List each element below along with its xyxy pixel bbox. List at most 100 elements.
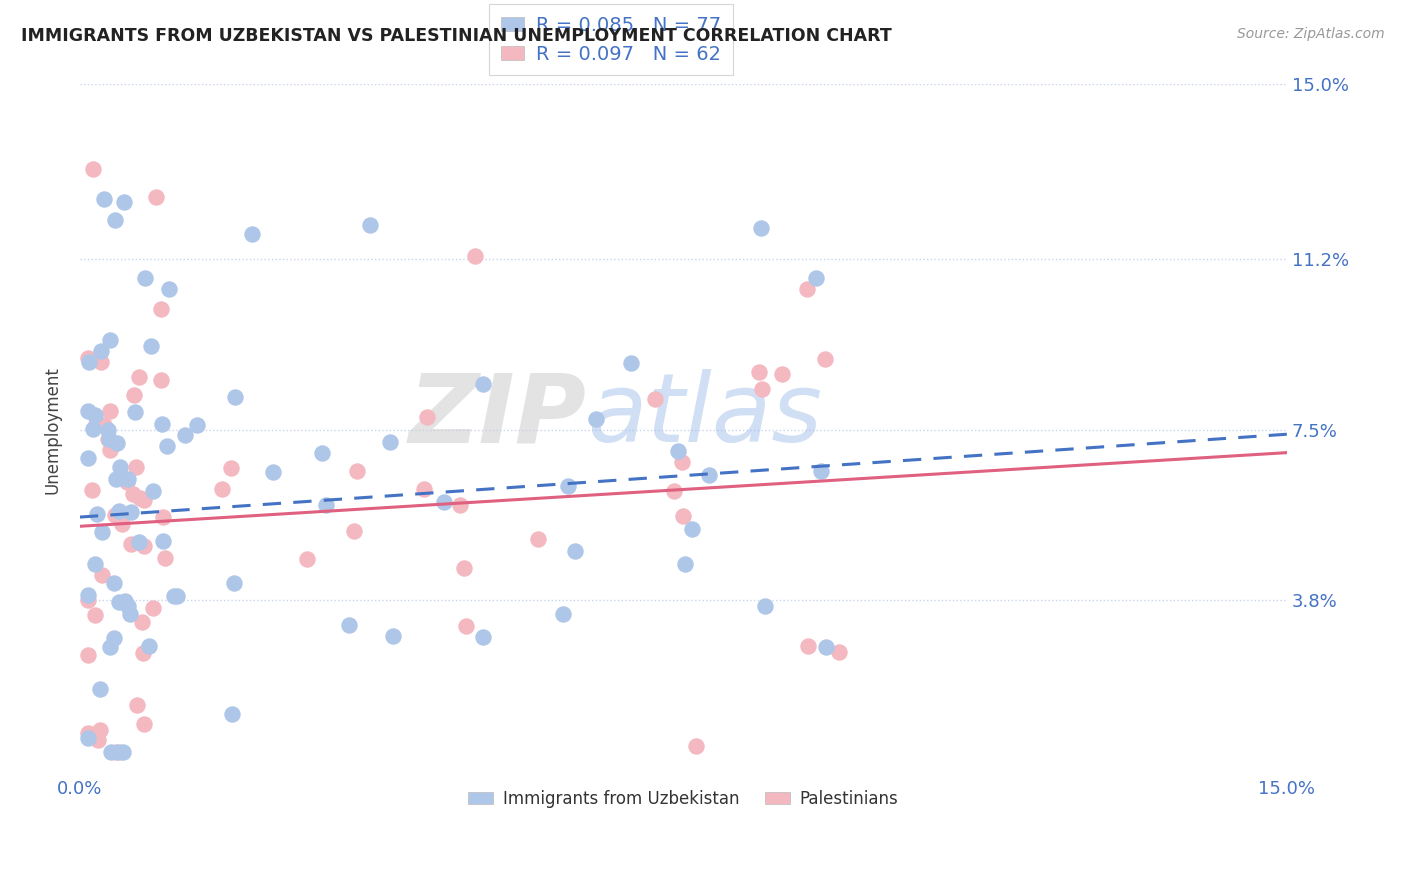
Point xyxy=(453,561,475,575)
Point xyxy=(131,615,153,630)
Point xyxy=(186,418,208,433)
Point xyxy=(111,470,134,484)
Point xyxy=(82,161,104,176)
Point xyxy=(346,463,368,477)
Point xyxy=(98,442,121,457)
Point xyxy=(97,423,120,437)
Point xyxy=(77,351,100,365)
Point xyxy=(117,599,139,613)
Point xyxy=(105,435,128,450)
Point xyxy=(112,745,135,759)
Point xyxy=(100,745,122,759)
Point xyxy=(464,249,486,263)
Point xyxy=(87,733,110,747)
Point xyxy=(173,428,195,442)
Point xyxy=(149,373,172,387)
Point xyxy=(342,524,364,538)
Point xyxy=(378,434,401,449)
Point xyxy=(381,629,404,643)
Text: atlas: atlas xyxy=(586,369,821,462)
Point xyxy=(134,271,156,285)
Point xyxy=(315,499,337,513)
Point xyxy=(828,645,851,659)
Point xyxy=(751,382,773,396)
Point xyxy=(748,365,770,379)
Point xyxy=(337,617,360,632)
Point xyxy=(100,404,122,418)
Point xyxy=(80,483,103,498)
Point xyxy=(751,221,773,235)
Point xyxy=(111,516,134,531)
Point xyxy=(672,508,695,523)
Point xyxy=(117,472,139,486)
Point xyxy=(77,404,100,418)
Point xyxy=(152,510,174,524)
Point xyxy=(221,707,243,722)
Point xyxy=(103,631,125,645)
Point xyxy=(671,455,693,469)
Text: IMMIGRANTS FROM UZBEKISTAN VS PALESTINIAN UNEMPLOYMENT CORRELATION CHART: IMMIGRANTS FROM UZBEKISTAN VS PALESTINIA… xyxy=(21,27,891,45)
Point xyxy=(104,508,127,523)
Point xyxy=(557,479,579,493)
Point xyxy=(108,745,131,759)
Point xyxy=(662,483,685,498)
Point xyxy=(107,504,129,518)
Text: ZIP: ZIP xyxy=(409,369,586,462)
Y-axis label: Unemployment: Unemployment xyxy=(44,366,60,493)
Point xyxy=(149,302,172,317)
Point xyxy=(134,493,156,508)
Point xyxy=(224,390,246,404)
Point xyxy=(814,352,837,367)
Point xyxy=(132,539,155,553)
Point xyxy=(110,459,132,474)
Point xyxy=(103,576,125,591)
Point xyxy=(224,576,246,591)
Point xyxy=(124,405,146,419)
Point xyxy=(128,534,150,549)
Point xyxy=(810,464,832,478)
Point xyxy=(98,432,121,446)
Point xyxy=(134,716,156,731)
Point xyxy=(105,745,128,759)
Point xyxy=(359,218,381,232)
Point xyxy=(262,465,284,479)
Point xyxy=(128,369,150,384)
Point xyxy=(295,551,318,566)
Point xyxy=(82,422,104,436)
Point xyxy=(471,377,494,392)
Point xyxy=(219,461,242,475)
Point xyxy=(77,450,100,465)
Point xyxy=(118,607,141,621)
Point xyxy=(90,343,112,358)
Point xyxy=(240,227,263,241)
Point xyxy=(93,192,115,206)
Point xyxy=(104,472,127,486)
Point xyxy=(77,588,100,602)
Point xyxy=(98,640,121,655)
Point xyxy=(125,459,148,474)
Point xyxy=(620,356,643,370)
Point xyxy=(166,589,188,603)
Point xyxy=(77,731,100,746)
Point xyxy=(163,589,186,603)
Point xyxy=(211,482,233,496)
Point xyxy=(77,726,100,740)
Point xyxy=(471,630,494,644)
Point xyxy=(98,334,121,348)
Point xyxy=(122,486,145,500)
Point xyxy=(104,212,127,227)
Point xyxy=(449,499,471,513)
Point xyxy=(416,410,439,425)
Point xyxy=(89,681,111,696)
Point xyxy=(754,599,776,613)
Point xyxy=(86,508,108,522)
Point xyxy=(138,640,160,654)
Point xyxy=(132,646,155,660)
Point xyxy=(553,607,575,621)
Point xyxy=(84,417,107,431)
Point xyxy=(107,594,129,608)
Point xyxy=(697,468,720,483)
Point xyxy=(139,339,162,353)
Point xyxy=(93,417,115,432)
Point xyxy=(122,388,145,402)
